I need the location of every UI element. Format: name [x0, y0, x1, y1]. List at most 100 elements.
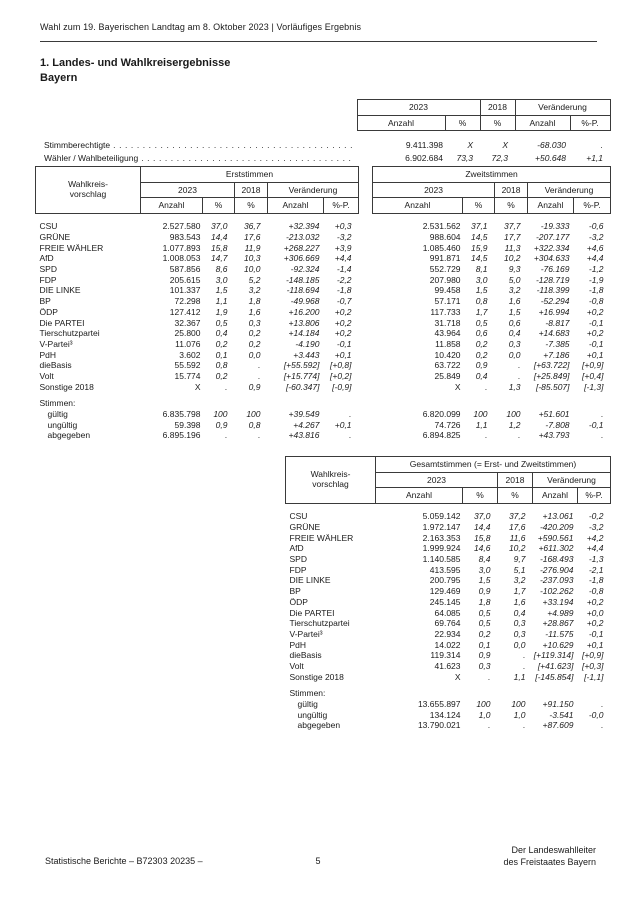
- zweit-change-anzahl: +51.601: [538, 409, 570, 420]
- col-header-pctp: %-P.: [573, 197, 612, 214]
- zweit-change-anzahl: -118.399: [536, 285, 570, 296]
- zweit-anzahl-2023: 988.604: [429, 232, 461, 243]
- erst-change-pctp: [+0,8]: [330, 360, 352, 371]
- party-row: Volt 41.623 0,3 . [+41.623] [+0,3]: [286, 661, 611, 672]
- zweit-pct-2023: 0,9: [475, 360, 488, 371]
- party-row: Tierschutzpartei 25.800 0,4 0,2 +14.184 …: [36, 328, 611, 339]
- col-header-anzahl: Anzahl: [267, 197, 324, 214]
- zweit-pct-2018: 17,7: [503, 232, 521, 243]
- zweit-pct-2018: 5,0: [508, 274, 521, 285]
- party-row: ÖDP 245.145 1,8 1,6 +33.194 +0,2: [286, 597, 611, 608]
- gesamt-pct-2023: 15,8: [473, 532, 491, 543]
- gesamt-change-anzahl: -237.093: [539, 575, 574, 586]
- gesamt-anzahl-2023: 64.085: [434, 607, 461, 618]
- erst-pct-2018: 11,9: [244, 242, 261, 253]
- erst-pct-2018: 17,6: [243, 232, 261, 243]
- party-label: PdH: [39, 349, 57, 360]
- zweit-change-pctp: -0,8: [588, 296, 604, 307]
- party-label: GRÜNE: [39, 232, 71, 243]
- zweit-pct-2023: 1,5: [475, 285, 488, 296]
- zweit-change-anzahl: +16.994: [538, 306, 570, 317]
- erst-change-pctp: +0,2: [334, 328, 352, 339]
- stimmen-label: ungültig: [47, 419, 78, 430]
- stimmen-label: abgegeben: [47, 430, 91, 441]
- erst-pct-2023: 8,6: [215, 264, 228, 275]
- col-header-2018: 2018: [234, 181, 268, 198]
- party-label: DIE LINKE: [289, 575, 331, 586]
- erst-pct-2023: 100: [213, 409, 228, 420]
- col-header-pct: %: [234, 197, 268, 214]
- col-header-change: Veränderung: [266, 181, 360, 198]
- gesamt-pct-2018: 0,3: [513, 618, 526, 629]
- erst-pct-2018: 1,8: [248, 296, 261, 307]
- erst-change-pctp: -3,2: [336, 232, 352, 243]
- zweit-change-pctp: .: [601, 430, 604, 441]
- gesamt-change-pctp: [+0,3]: [581, 660, 604, 671]
- erst-change-pctp: +3,9: [334, 242, 352, 253]
- party-label: dieBasis: [39, 360, 72, 371]
- party-row: Volt 15.774 0,2 . [+15.774] [+0,2] 25.84…: [36, 371, 611, 382]
- zweit-pct-2018: 11,3: [504, 242, 521, 253]
- party-label: FREIE WÄHLER: [289, 532, 354, 543]
- col-header-2018: 2018: [497, 471, 533, 488]
- party-label: AfD: [39, 253, 54, 264]
- region-title: Bayern: [40, 72, 78, 84]
- zweit-change-pctp: -0,1: [588, 317, 604, 328]
- party-row: Tierschutzpartei 69.764 0,5 0,3 +28.867 …: [286, 618, 611, 629]
- party-label: CSU: [39, 221, 58, 232]
- erst-change-pctp: [-0,9]: [332, 381, 352, 392]
- zweit-anzahl-2023: 57.171: [434, 296, 461, 307]
- party-row: V-Partei³ 11.076 0,2 0,2 -4.190 -0,1 11.…: [36, 339, 611, 350]
- zweit-pct-2018: 37,7: [503, 221, 521, 232]
- gesamt-anzahl-2023: 13.655.897: [417, 699, 461, 710]
- summary-label: Stimmberechtigte: [44, 140, 111, 150]
- party-row: dieBasis 119.314 0,9 . [+119.314] [+0,9]: [286, 650, 611, 661]
- erst-anzahl-2023: X: [194, 381, 201, 392]
- gesamt-pct-2018: 0,3: [513, 628, 526, 639]
- summary-row: Stimmberechtigte 9.411.398 X X -68.030 .: [40, 139, 610, 152]
- erst-pct-2018: 0,9: [248, 381, 261, 392]
- party-row: CSU 2.527.580 37,0 36,7 +32.394 +0,3 2.5…: [36, 221, 611, 232]
- stimmen-row: abgegeben 13.790.021 . . +87.609 .: [286, 720, 611, 731]
- gesamt-change-anzahl: [+119.314]: [533, 650, 574, 661]
- gesamt-anzahl-2023: 69.764: [434, 618, 461, 629]
- erst-change-pctp: +0,1: [334, 419, 352, 430]
- party-row: PdH 3.602 0,1 0,0 +3.443 +0,1 10.420 0,2…: [36, 349, 611, 360]
- party-label: SPD: [289, 554, 307, 565]
- zweit-pct-2018: 1,5: [508, 306, 521, 317]
- summary-value: -68.030: [537, 140, 567, 150]
- party-label: FDP: [289, 564, 307, 575]
- summary-value: 72,3: [491, 153, 509, 163]
- zweit-pct-2023: .: [485, 381, 488, 392]
- zweit-pct-2023: 0,2: [475, 338, 488, 349]
- gesamt-pct-2018: 17,6: [508, 522, 526, 533]
- erst-pct-2018: 0,2: [248, 338, 261, 349]
- zweit-change-anzahl: +7.186: [543, 349, 570, 360]
- gesamt-pct-2018: .: [523, 650, 526, 661]
- erst-pct-2023: 0,2: [215, 370, 228, 381]
- document-header: Wahl zum 19. Bayerischen Landtag am 8. O…: [40, 22, 362, 32]
- erst-change-anzahl: -148.185: [285, 274, 320, 285]
- summary-row: Wähler / Wahlbeteiligung 6.902.684 73,3 …: [40, 152, 610, 165]
- party-label: Tierschutzpartei: [289, 618, 350, 629]
- zweit-change-anzahl: -19.333: [540, 221, 570, 232]
- zweit-pct-2018: .: [518, 430, 521, 441]
- gesamt-pct-2023: 0,2: [478, 628, 491, 639]
- zweit-pct-2023: .: [485, 430, 488, 441]
- erst-change-pctp: -1,8: [336, 285, 352, 296]
- zweit-change-anzahl: +43.793: [538, 430, 570, 441]
- party-label: Volt: [289, 660, 304, 671]
- col-header-pct: %: [497, 487, 533, 504]
- party-label: Sonstige 2018: [39, 381, 94, 392]
- gesamt-anzahl-2023: 200.795: [429, 575, 461, 586]
- erst-change-anzahl: +16.200: [288, 306, 320, 317]
- summary-value: 73,3: [456, 153, 474, 163]
- stimmen-row: gültig 13.655.897 100 100 +91.150 .: [286, 699, 611, 710]
- erst-change-anzahl: +3.443: [293, 349, 320, 360]
- party-row: BP 129.469 0,9 1,7 -102.262 -0,8: [286, 586, 611, 597]
- party-row: BP 72.298 1,1 1,8 -49.968 -0,7 57.171 0,…: [36, 296, 611, 307]
- erst-pct-2023: 0,1: [215, 349, 228, 360]
- gesamt-change-pctp: +4,2: [586, 532, 604, 543]
- gesamt-change-pctp: +4,4: [586, 543, 604, 554]
- erst-change-pctp: .: [349, 430, 352, 441]
